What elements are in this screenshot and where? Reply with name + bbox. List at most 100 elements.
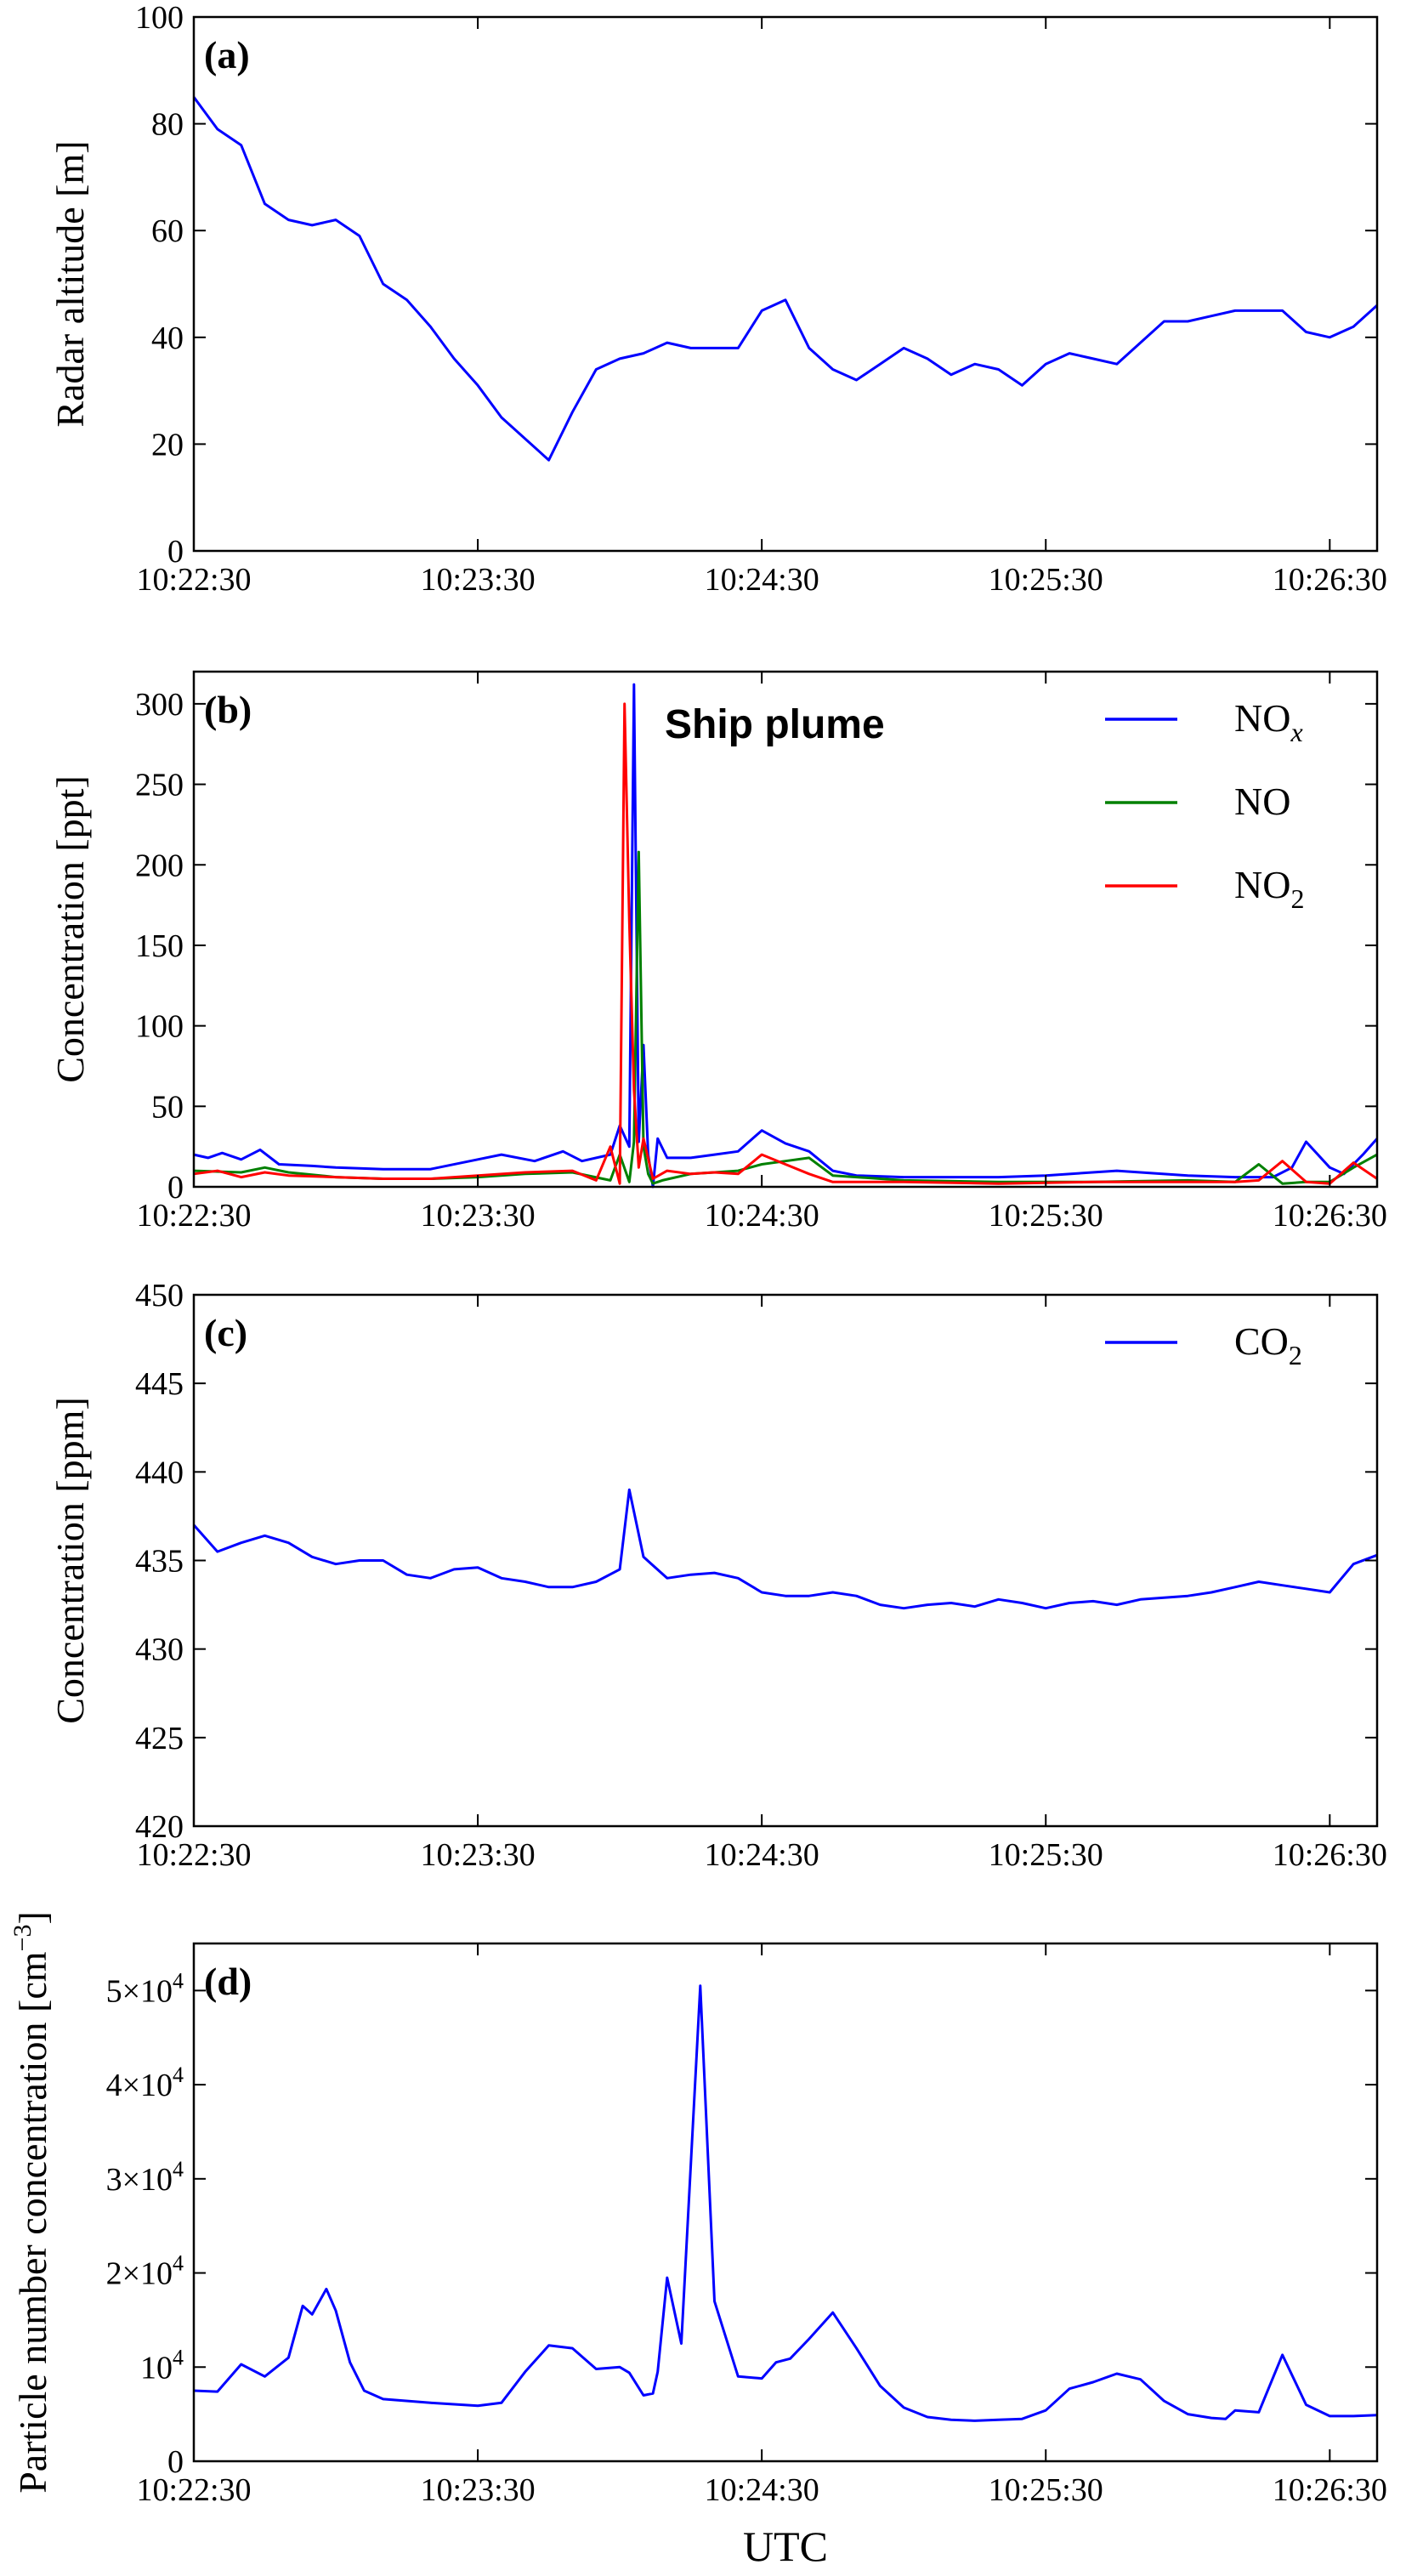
y-axis-label-text: Concentration [ppm] — [48, 1397, 92, 1724]
ytick-text: 2×10 — [106, 2256, 173, 2292]
ytick-text: 4×10 — [106, 2068, 173, 2103]
xtick-label: 10:24:30 — [705, 1837, 819, 1873]
series-line-1 — [193, 1984, 1378, 2422]
y-axis-label: Concentration [ppt] — [48, 775, 92, 1083]
ytick-text: 0 — [167, 534, 184, 570]
ytick-text: 0 — [167, 2444, 184, 2480]
ytick-exponent: 4 — [173, 2063, 184, 2087]
series-line-2 — [193, 850, 1378, 1185]
ytick-exponent: 4 — [173, 1968, 184, 1993]
ytick-label: 50 — [151, 1089, 184, 1125]
xtick-label: 10:23:30 — [421, 562, 536, 598]
ytick-label: 20 — [151, 427, 184, 462]
ytick-text: 435 — [135, 1544, 184, 1580]
y-axis-label: Concentration [ppm] — [48, 1397, 92, 1724]
plot-frame — [192, 670, 1379, 1189]
ytick-label: 445 — [135, 1366, 184, 1402]
ytick-label: 0 — [167, 1170, 184, 1206]
ytick-text: 10 — [140, 2350, 173, 2386]
ytick-label: 2×104 — [106, 2251, 184, 2292]
legend-label: NO — [1234, 780, 1290, 823]
ytick-text: 250 — [135, 768, 184, 803]
ytick-label: 60 — [151, 213, 184, 249]
panel-label: (b) — [204, 688, 252, 731]
legend-label-base: NO — [1234, 863, 1290, 906]
ytick-text: 50 — [151, 1089, 184, 1125]
ytick-text: 5×10 — [106, 1973, 173, 2009]
xtick-label: 10:25:30 — [989, 562, 1103, 598]
ytick-exponent: 4 — [173, 2251, 184, 2276]
ytick-label: 200 — [135, 848, 184, 883]
y-axis-label-exponent: −3 — [9, 1925, 37, 1952]
plume-annotation: Ship plume — [665, 702, 885, 747]
xtick-label: 10:23:30 — [421, 1837, 536, 1873]
ytick-exponent: 4 — [173, 2157, 184, 2182]
ytick-label: 440 — [135, 1455, 184, 1490]
xtick-label: 10:22:30 — [136, 1198, 251, 1234]
legend-label: NO2 — [1234, 863, 1304, 914]
y-axis-label-text: Particle number concentration [cm — [11, 1951, 54, 2494]
series-line-1 — [192, 1488, 1378, 1610]
ytick-text: 20 — [151, 427, 184, 462]
xtick-label: 10:24:30 — [705, 2472, 819, 2508]
ytick-text: 200 — [135, 848, 184, 883]
xtick-label: 10:26:30 — [1273, 562, 1387, 598]
legend-label-subscript: x — [1290, 717, 1302, 747]
series-line-3 — [193, 702, 1378, 1185]
ytick-label: 430 — [135, 1632, 184, 1668]
ytick-label: 104 — [140, 2345, 184, 2386]
legend-label-base: NO — [1234, 780, 1290, 823]
xtick-label: 10:24:30 — [705, 1198, 819, 1234]
legend-label-base: CO — [1234, 1319, 1289, 1363]
plot-frame — [192, 1942, 1379, 2463]
ytick-text: 80 — [151, 107, 184, 143]
ytick-label: 150 — [135, 928, 184, 964]
xtick-label: 10:22:30 — [136, 562, 251, 598]
ytick-text: 300 — [135, 687, 184, 723]
x-axis-label: UTC — [743, 2522, 828, 2570]
xtick-label: 10:22:30 — [136, 1837, 251, 1873]
ytick-text: 425 — [135, 1721, 184, 1756]
ytick-text: 60 — [151, 213, 184, 249]
ytick-label: 450 — [135, 1278, 184, 1314]
ytick-label: 300 — [135, 687, 184, 723]
series-line-1 — [193, 683, 1379, 1189]
panel-label: (c) — [204, 1311, 247, 1354]
ytick-label: 80 — [151, 107, 184, 143]
ytick-text: 40 — [151, 321, 184, 356]
panel-a: 0 20 40 60 80 100 10:22:30 10:23:30 10:24:30 10:2… — [48, 0, 1387, 598]
xtick-label: 10:26:30 — [1273, 2472, 1387, 2508]
xtick-label: 10:22:30 — [136, 2472, 251, 2508]
ytick-label: 40 — [151, 321, 184, 356]
ytick-label: 3×104 — [106, 2157, 184, 2198]
y-axis-label-text: Concentration [ppt] — [48, 775, 92, 1083]
legend-label: CO2 — [1234, 1319, 1302, 1370]
legend-label-base: NO — [1234, 696, 1290, 740]
ytick-label: 5×104 — [106, 1968, 184, 2009]
panel-label: (d) — [204, 1960, 252, 2003]
xtick-label: 10:26:30 — [1273, 1837, 1387, 1873]
xtick-label: 10:24:30 — [705, 562, 819, 598]
ytick-label: 100 — [135, 0, 184, 36]
legend-label-subscript: 2 — [1290, 883, 1304, 914]
plot-frame — [192, 15, 1379, 553]
series-line-1 — [192, 96, 1379, 462]
panel-c: 420 425 430 435 440 445 450 10:22:30 10:23:30 10:… — [48, 1278, 1387, 1873]
ytick-text: 3×10 — [106, 2162, 173, 2198]
xtick-label: 10:26:30 — [1273, 1198, 1387, 1234]
ytick-text: 430 — [135, 1632, 184, 1668]
ytick-text: 100 — [135, 1009, 184, 1045]
panel-label: (a) — [204, 33, 250, 77]
xtick-label: 10:23:30 — [421, 1198, 536, 1234]
y-axis-label-text: Radar altitude [m] — [48, 140, 92, 427]
ytick-label: 4×104 — [106, 2063, 184, 2103]
legend-label-subscript: 2 — [1289, 1340, 1302, 1370]
xtick-label: 10:25:30 — [989, 1837, 1103, 1873]
y-axis-label: Particle number concentration [cm−3] — [9, 1911, 54, 2494]
ytick-label: 0 — [167, 534, 184, 570]
ytick-label: 425 — [135, 1721, 184, 1756]
ytick-text: 100 — [135, 0, 184, 36]
xtick-label: 10:25:30 — [989, 1198, 1103, 1234]
